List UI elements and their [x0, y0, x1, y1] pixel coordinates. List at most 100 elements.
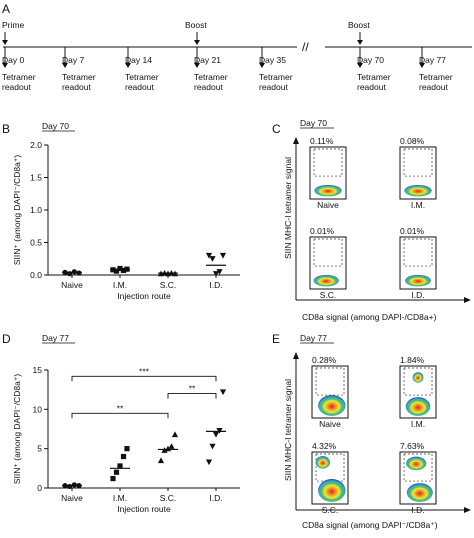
panel-a: A Prime Boost Boost // Day 0Tetramerread…: [2, 2, 472, 92]
data-point: [216, 269, 223, 275]
significance-bracket: [71, 412, 169, 419]
timepoint-day-label: Day 35: [259, 55, 286, 65]
data-point: [110, 475, 116, 482]
y-tick-label: 1.5: [30, 173, 42, 183]
data-point: [171, 431, 179, 438]
tetramer-gate: [315, 367, 345, 396]
timepoint-readout-label: readout: [194, 82, 223, 92]
panel-c: C Day 70 SIIN MHC-I tetramer signal CD8a…: [272, 118, 471, 322]
chart-b: 0.0 0.5 1.0 1.5 2.0 Naive I.M. S.C. I.D. Injectio…: [12, 140, 240, 301]
data-point: [124, 446, 130, 452]
x-tick-label: I.D.: [209, 493, 222, 503]
data-point: [209, 256, 216, 262]
timepoint-readout-label: readout: [125, 82, 154, 92]
data-point: [120, 453, 127, 460]
flow-plot-frame: [309, 146, 347, 200]
flow-density-blob: [406, 456, 427, 471]
flow-group-label: I.M.: [411, 419, 425, 429]
x-tick-label: Naive: [61, 493, 83, 503]
data-point: [117, 463, 123, 469]
flow-plot-frame: [311, 451, 349, 505]
timepoint-arrowhead: [2, 63, 8, 68]
timepoint-readout-label: Tetramer: [125, 72, 159, 82]
x-tick-label: S.C.: [160, 280, 177, 290]
panel-c-xlabel: CD8a signal (among DAPI-/CD8a+): [302, 312, 437, 322]
timepoint-arrowhead: [259, 63, 265, 68]
data-point: [67, 483, 73, 490]
timepoint-arrowhead: [419, 63, 425, 68]
x-tick-label: S.C.: [160, 493, 177, 503]
data-point: [205, 459, 213, 466]
panel-b-day-label: Day 70: [42, 121, 69, 131]
flow-density-blob: [405, 274, 431, 287]
chart-d: 0 5 10 15 Naive I.M. S.C. I.D. Injection route SI…: [12, 365, 240, 514]
flow-density-blob: [313, 274, 339, 287]
flow-percentage: 0.08%: [400, 136, 425, 146]
flow-group-label: S.C.: [322, 505, 339, 515]
timepoint-readout-label: readout: [419, 82, 448, 92]
data-point: [168, 443, 175, 449]
boost-label-2: Boost: [348, 20, 370, 30]
timepoint-arrowhead: [194, 63, 200, 68]
flow-percentage: 0.11%: [310, 136, 334, 146]
y-tick-label: 1.0: [30, 205, 42, 215]
flow-percentage: 4.32%: [312, 441, 337, 451]
boost-arrowhead-2: [357, 40, 363, 45]
timepoint-readout-label: Tetramer: [194, 72, 228, 82]
panel-e-y-arrowhead: [293, 352, 299, 359]
data-point: [212, 271, 220, 277]
y-tick-label: 0: [37, 483, 42, 493]
data-point: [209, 443, 216, 450]
timepoint-readout-label: readout: [2, 82, 31, 92]
timepoint-readout-label: Tetramer: [419, 72, 453, 82]
timepoint-arrowhead: [125, 63, 131, 68]
panel-c-letter: C: [272, 122, 281, 136]
x-axis-title: Injection route: [117, 291, 171, 301]
y-axis-title: SIIN⁺ (among DAPI⁻/CD8a⁺): [12, 374, 22, 484]
flow-density-blob: [318, 479, 346, 502]
data-point: [205, 252, 213, 259]
tetramer-gate: [403, 367, 433, 396]
data-point: [117, 265, 123, 272]
tetramer-gate: [313, 148, 343, 177]
timepoint-readout-label: Tetramer: [259, 72, 293, 82]
flow-percentage: 1.84%: [400, 355, 425, 365]
panel-e-xlabel: CD8a signal (among DAPI⁻/CD8a⁺): [302, 520, 438, 530]
flow-group-label: I.D.: [411, 290, 424, 300]
timepoint-day-label: Day 0: [2, 55, 24, 65]
flow-density-blob: [318, 395, 346, 416]
tetramer-gate: [313, 238, 343, 267]
data-point: [219, 252, 227, 259]
significance-label: **: [189, 384, 196, 394]
flow-group-label: Naive: [319, 419, 341, 429]
panel-c-ylabel: SIIN MHC-I tetramer signal: [283, 157, 293, 259]
flow-group-label: Naive: [317, 200, 339, 210]
flow-density-blob: [314, 184, 342, 197]
flow-group-label: I.M.: [411, 200, 425, 210]
panel-e-day-label: Day 77: [300, 333, 327, 343]
flow-plot-frame: [399, 365, 437, 419]
tetramer-gate: [403, 148, 433, 177]
y-tick-label: 15: [33, 365, 43, 375]
flow-plot-frame: [399, 146, 437, 200]
data-point: [113, 268, 120, 274]
data-point: [71, 269, 77, 275]
flow-density-blob: [315, 456, 330, 469]
flow-plot-frame: [399, 236, 437, 290]
panel-e-letter: E: [272, 332, 280, 346]
data-point: [113, 469, 120, 475]
flow-density-blob: [404, 184, 432, 197]
flow-plot-frame: [399, 451, 437, 505]
flow-group-label: I.D.: [411, 505, 424, 515]
data-point: [76, 270, 82, 276]
panel-d-day-label: Day 77: [42, 333, 69, 343]
timepoint-readout-label: Tetramer: [62, 72, 96, 82]
panel-d-letter: D: [2, 332, 11, 346]
prime-arrowhead: [2, 40, 8, 45]
y-tick-label: 0.5: [30, 238, 42, 248]
timepoint-day-label: Day 70: [357, 55, 384, 65]
x-tick-label: Naive: [61, 280, 83, 290]
flow-density-blob: [406, 483, 433, 502]
panel-c-x-arrowhead: [464, 297, 471, 303]
